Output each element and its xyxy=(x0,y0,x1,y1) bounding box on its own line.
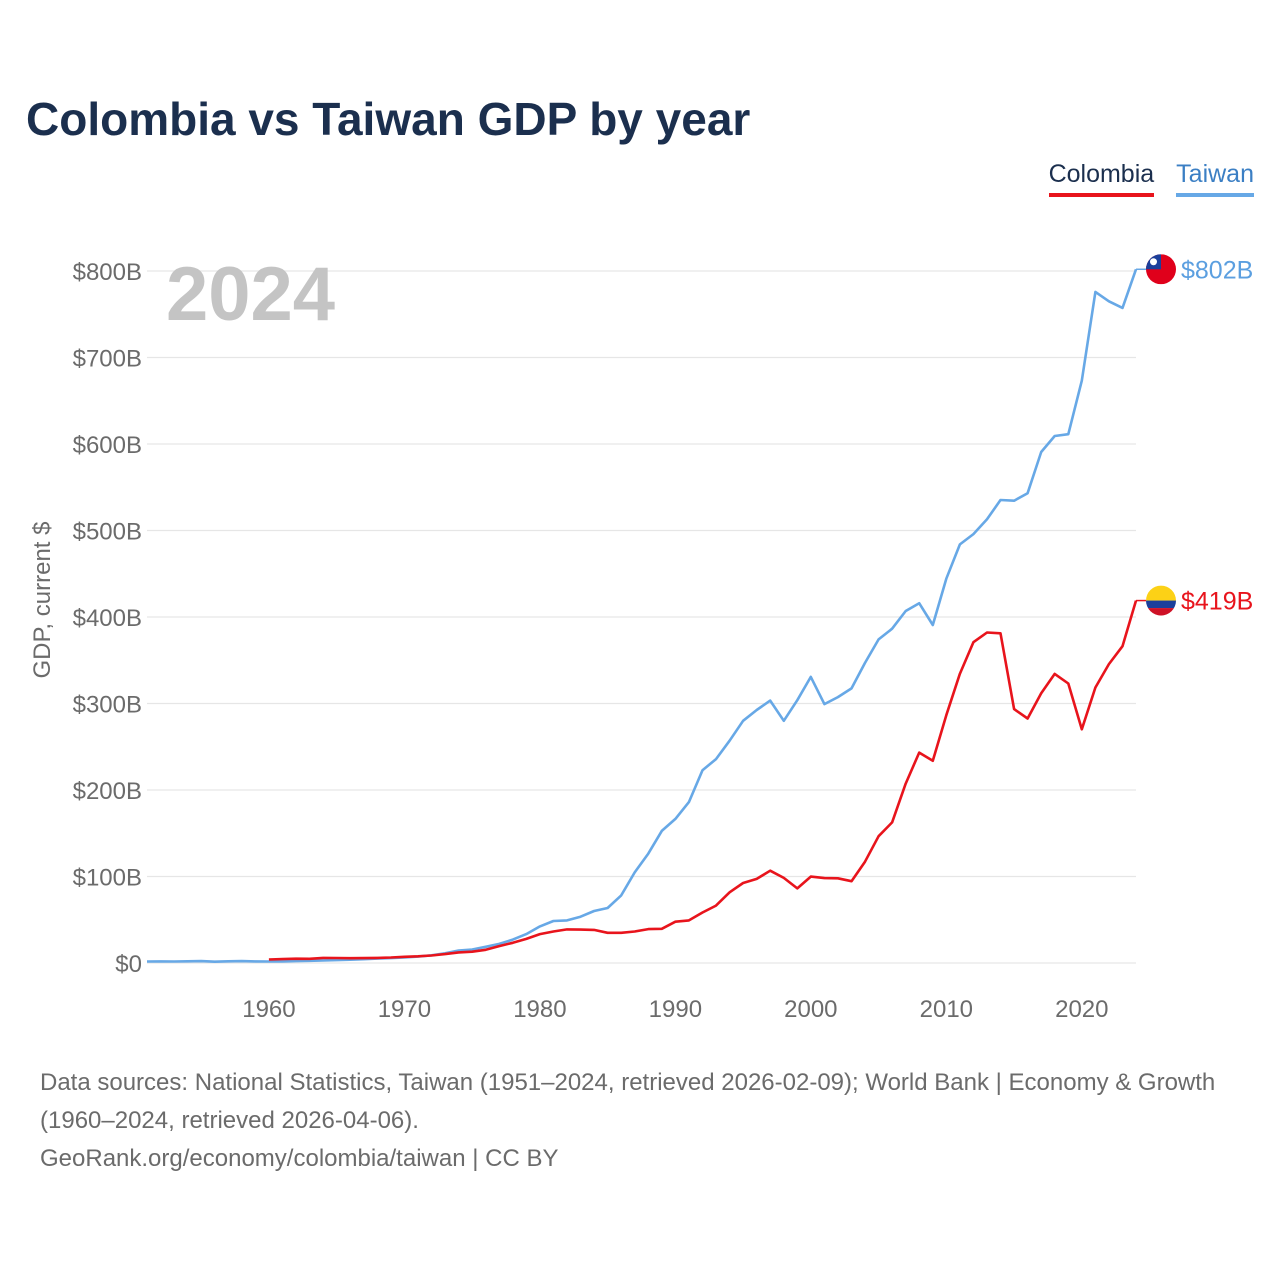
x-tick-label: 1980 xyxy=(513,996,566,1023)
series-end-markers: $802B $419B xyxy=(1136,254,1253,616)
grid-lines xyxy=(147,270,1136,964)
footer-sources: Data sources: National Statistics, Taiwa… xyxy=(40,1064,1240,1178)
legend-colombia[interactable]: Colombia xyxy=(1048,160,1155,197)
y-tick-label: $0 xyxy=(115,951,142,978)
y-axis-ticks: $0 $100B $200B $300B $400B $500B $600B $700B $80… xyxy=(73,259,142,978)
x-tick-label: 2000 xyxy=(784,996,837,1023)
colombia-flag-icon xyxy=(1146,585,1176,616)
y-tick-label: $500B xyxy=(73,519,142,546)
gdp-line-chart: 2024 $0 $100B $200B $300B $400B $500B $600B $70… xyxy=(29,252,1253,1023)
y-tick-label: $400B xyxy=(73,605,142,632)
legend-taiwan[interactable]: Taiwan xyxy=(1176,160,1254,197)
year-watermark: 2024 xyxy=(166,252,335,337)
y-tick-label: $600B xyxy=(73,432,142,459)
x-axis-ticks: 1960 1970 1980 1990 2000 2010 2020 xyxy=(242,996,1108,1023)
taiwan-end-value-label: $802B xyxy=(1181,256,1253,284)
taiwan-gdp-line[interactable] xyxy=(146,268,1138,964)
y-tick-label: $200B xyxy=(73,778,142,805)
x-tick-label: 1970 xyxy=(378,996,431,1023)
y-tick-label: $700B xyxy=(73,346,142,373)
x-tick-label: 1960 xyxy=(242,996,295,1023)
data-sources-text: Data sources: National Statistics, Taiwa… xyxy=(40,1069,1216,1134)
colombia-gdp-line[interactable] xyxy=(268,600,1138,961)
y-tick-label: $800B xyxy=(73,259,142,286)
x-tick-label: 1990 xyxy=(649,996,702,1023)
x-tick-label: 2020 xyxy=(1055,996,1108,1023)
page-title: Colombia vs Taiwan GDP by year xyxy=(26,93,751,145)
credit-link[interactable]: GeoRank.org/economy/colombia/taiwan | CC… xyxy=(40,1145,559,1172)
y-axis-label: GDP, current $ xyxy=(29,522,56,679)
taiwan-flag-icon xyxy=(1146,254,1176,285)
x-tick-label: 2010 xyxy=(920,996,973,1023)
chart-legend: Colombia Taiwan xyxy=(1048,160,1254,197)
y-tick-label: $100B xyxy=(73,865,142,892)
colombia-end-value-label: $419B xyxy=(1181,588,1253,616)
series-lines xyxy=(146,268,1138,964)
y-tick-label: $300B xyxy=(73,692,142,719)
